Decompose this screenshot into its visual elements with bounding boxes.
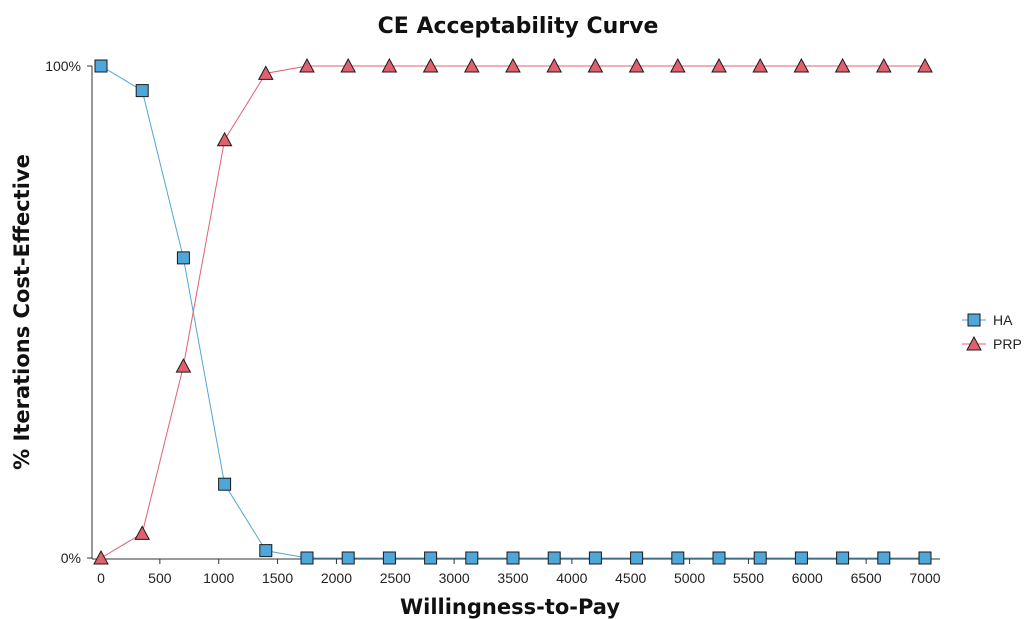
data-point-ha xyxy=(712,551,726,565)
series-layer xyxy=(93,57,933,565)
data-point-ha xyxy=(506,551,520,565)
x-tick-label: 3000 xyxy=(439,570,470,586)
data-point-prp xyxy=(917,57,933,73)
x-tick-label: 0 xyxy=(97,570,105,586)
data-point-ha xyxy=(794,551,808,565)
data-point-ha xyxy=(877,551,891,565)
y-axis-ticks: 0% 100% xyxy=(45,58,92,566)
legend-label-prp: PRP xyxy=(993,336,1022,352)
legend[interactable]: HA PRP xyxy=(962,312,1022,352)
data-point-ha xyxy=(547,551,561,565)
data-point-ha xyxy=(836,551,850,565)
x-tick-label: 4000 xyxy=(556,570,587,586)
x-tick-label: 4500 xyxy=(615,570,646,586)
series-ha xyxy=(94,59,932,565)
x-tick-label: 2000 xyxy=(321,570,352,586)
data-point-prp xyxy=(257,65,274,80)
legend-marker-ha xyxy=(967,313,981,327)
data-point-ha xyxy=(94,59,108,73)
data-point-prp xyxy=(628,57,645,73)
data-point-prp xyxy=(381,57,398,73)
data-point-prp xyxy=(422,57,439,73)
x-tick-label: 7000 xyxy=(909,570,940,586)
data-point-prp xyxy=(299,57,315,73)
x-tick-label: 5000 xyxy=(674,570,705,586)
data-point-ha xyxy=(176,251,190,265)
data-point-ha xyxy=(753,551,767,565)
data-point-ha xyxy=(918,551,932,565)
data-point-ha xyxy=(341,551,355,565)
data-point-prp xyxy=(505,57,521,73)
data-point-prp xyxy=(340,57,357,73)
x-tick-label: 3500 xyxy=(497,570,528,586)
data-point-ha xyxy=(630,551,644,565)
data-point-prp xyxy=(875,57,892,73)
data-point-ha xyxy=(218,477,232,491)
x-tick-label: 2500 xyxy=(380,570,411,586)
y-axis-label: % Iterations Cost-Effective xyxy=(10,154,34,470)
data-point-prp xyxy=(134,525,151,540)
x-tick-label: 500 xyxy=(148,570,172,586)
legend-label-ha: HA xyxy=(993,312,1013,328)
data-point-prp xyxy=(463,57,480,73)
legend-item-prp[interactable]: PRP xyxy=(962,335,1022,352)
data-point-ha xyxy=(382,551,396,565)
data-point-ha xyxy=(424,551,438,565)
x-axis-label: Willingness-to-Pay xyxy=(400,595,620,619)
y-tick-label: 0% xyxy=(61,550,81,566)
data-point-prp xyxy=(793,57,810,73)
data-point-ha xyxy=(671,551,685,565)
data-point-prp xyxy=(587,57,604,73)
x-axis-ticks: 0 500 1000 1500 2000 2500 3000 3500 4000 4500 5000… xyxy=(97,559,941,586)
data-point-prp xyxy=(711,57,727,73)
data-point-prp xyxy=(834,57,851,73)
data-point-prp xyxy=(752,57,769,73)
data-point-prp xyxy=(175,358,192,373)
x-tick-label: 5500 xyxy=(733,570,764,586)
data-point-ha xyxy=(588,551,602,565)
x-tick-label: 1500 xyxy=(262,570,293,586)
data-point-ha xyxy=(259,544,273,558)
x-tick-label: 6500 xyxy=(851,570,882,586)
data-point-prp xyxy=(669,57,686,73)
data-point-prp xyxy=(546,57,563,73)
y-tick-label: 100% xyxy=(45,58,81,74)
legend-marker-prp xyxy=(966,335,982,351)
data-point-prp xyxy=(93,549,109,565)
series-prp xyxy=(93,57,933,565)
x-tick-label: 6000 xyxy=(792,570,823,586)
legend-item-ha[interactable]: HA xyxy=(962,312,1013,328)
x-tick-label: 1000 xyxy=(203,570,234,586)
data-point-ha xyxy=(300,551,314,565)
data-point-ha xyxy=(465,551,479,565)
data-point-prp xyxy=(216,131,233,147)
data-point-ha xyxy=(135,84,149,98)
chart-title: CE Acceptability Curve xyxy=(378,14,659,39)
